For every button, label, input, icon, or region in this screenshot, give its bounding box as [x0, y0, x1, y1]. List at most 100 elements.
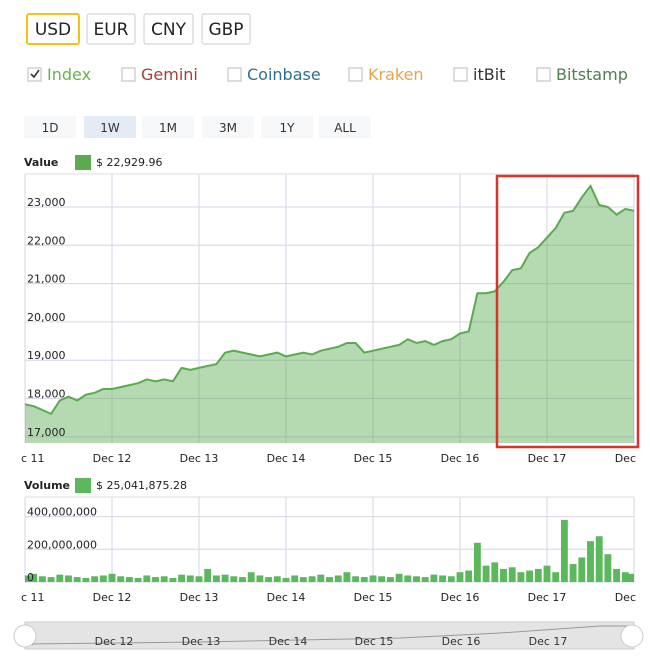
range-label[interactable]: 1W [100, 121, 120, 135]
bar [334, 575, 342, 582]
checkbox[interactable] [453, 67, 468, 82]
exchange-label[interactable]: Bitstamp [556, 65, 628, 84]
y-tick-label: 200,000,000 [27, 538, 97, 551]
x-tick-label: Dec 15 [354, 452, 393, 465]
exchange-label[interactable]: Kraken [368, 65, 424, 84]
currency-label[interactable]: EUR [94, 20, 129, 40]
checkbox[interactable] [27, 67, 42, 82]
bar [169, 577, 177, 582]
y-tick-label: 19,000 [27, 349, 66, 362]
range-label[interactable]: 3M [219, 121, 237, 135]
bar [491, 562, 499, 582]
x-tick-label: Dec 15 [354, 591, 393, 604]
currency-button[interactable] [143, 13, 194, 45]
chart-label: Volume [24, 479, 70, 492]
exchange-label[interactable]: itBit [473, 65, 505, 84]
x-tick-label: Dec 14 [267, 452, 306, 465]
bar [317, 574, 325, 582]
range-button[interactable] [24, 116, 76, 138]
bar [265, 577, 273, 582]
range-label[interactable]: 1D [42, 121, 59, 135]
navigator-label: Dec 12 [95, 635, 134, 648]
area-fill [25, 185, 634, 443]
bar [343, 572, 351, 582]
y-tick-label: 23,000 [27, 196, 66, 209]
currency-button[interactable] [26, 13, 80, 45]
bar [291, 575, 299, 582]
range-label[interactable]: 1M [159, 121, 177, 135]
range-button[interactable] [84, 116, 136, 138]
bar [195, 576, 203, 582]
range-button[interactable] [202, 116, 254, 138]
y-tick-label: 20,000 [27, 311, 66, 324]
exchange-label[interactable]: Coinbase [247, 65, 321, 84]
x-tick-label: Dec 16 [441, 452, 480, 465]
exchange-label[interactable]: Gemini [141, 65, 198, 84]
bar [473, 542, 481, 582]
bar [326, 577, 333, 582]
x-tick-label: Dec 12 [93, 452, 132, 465]
range-button[interactable] [142, 116, 194, 138]
bar [560, 519, 568, 582]
bar [186, 575, 194, 582]
bar [30, 573, 38, 582]
checkbox[interactable] [227, 67, 242, 82]
legend-swatch [75, 155, 91, 170]
bar [212, 575, 220, 582]
bar [621, 572, 629, 582]
bar [500, 568, 507, 582]
navigator-handle[interactable] [13, 624, 37, 648]
bar [221, 574, 229, 582]
bar [125, 577, 133, 582]
bar [47, 577, 55, 582]
bar [308, 576, 316, 582]
bar [378, 576, 386, 582]
highlight-box [495, 174, 640, 449]
navigator-label: Dec 14 [269, 635, 308, 648]
bar [421, 577, 429, 582]
bar [456, 572, 464, 582]
bar [627, 573, 634, 582]
checkbox[interactable] [348, 67, 363, 82]
x-tick-label: Dec 14 [267, 591, 306, 604]
bar [604, 554, 612, 582]
readout: $ 22,929.96 [96, 156, 162, 169]
checkbox[interactable] [536, 67, 551, 82]
navigator-handle[interactable] [620, 624, 644, 648]
checkbox[interactable] [121, 67, 136, 82]
bar [404, 575, 412, 582]
bar [160, 576, 168, 582]
y-tick-label: 400,000,000 [27, 506, 97, 519]
currency-label[interactable]: GBP [208, 20, 243, 40]
x-tick-label: Dec [615, 591, 636, 604]
range-label[interactable]: 1Y [280, 121, 296, 135]
range-label[interactable]: ALL [334, 121, 356, 135]
bar [578, 557, 586, 582]
bar [91, 576, 99, 582]
currency-button[interactable] [201, 13, 251, 45]
x-tick-label: Dec [615, 452, 636, 465]
bar [143, 575, 151, 582]
bar [299, 577, 307, 582]
bar [230, 576, 238, 582]
bar [273, 576, 281, 582]
currency-button[interactable] [86, 13, 136, 45]
bar [82, 577, 90, 582]
range-button[interactable] [261, 116, 313, 138]
bar [534, 568, 542, 582]
x-tick-label: Dec 17 [528, 452, 567, 465]
bar [595, 536, 603, 582]
bar [526, 570, 534, 582]
bar [386, 577, 394, 582]
bar [99, 575, 107, 582]
bar [352, 576, 360, 582]
bar [517, 572, 525, 582]
exchange-label[interactable]: Index [47, 65, 91, 84]
navigator-label: Dec 17 [529, 635, 568, 648]
bar [543, 565, 551, 582]
range-button[interactable] [319, 116, 371, 138]
currency-label[interactable]: USD [35, 20, 71, 40]
currency-label[interactable]: CNY [151, 20, 187, 40]
navigator-label: Dec 13 [182, 635, 221, 648]
